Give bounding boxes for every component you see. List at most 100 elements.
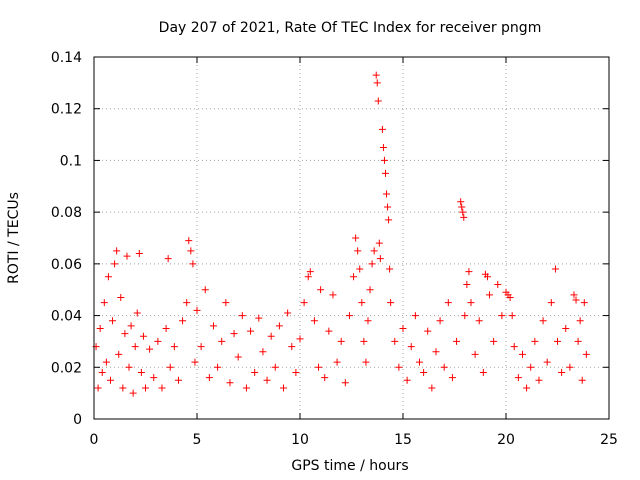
roti-point	[209, 322, 217, 330]
roti-point	[341, 379, 349, 387]
roti-point	[162, 325, 170, 332]
roti-point	[247, 327, 255, 335]
tick-layer: 0 5 10 15 20 25 0 0.02 0.04 0.06 0.08 0.1 0.12 0.14	[51, 50, 618, 448]
roti-point	[457, 198, 465, 206]
y-tick-label: 0.04	[51, 309, 82, 325]
roti-point	[222, 299, 230, 307]
roti-point	[444, 299, 452, 307]
roti-point	[531, 337, 539, 345]
roti-point	[218, 337, 226, 345]
roti-point	[372, 71, 380, 79]
roti-point	[267, 332, 275, 340]
roti-point	[117, 293, 125, 301]
roti-point	[558, 368, 566, 376]
roti-point	[164, 255, 172, 263]
roti-point	[187, 247, 195, 255]
roti-point	[368, 260, 376, 268]
roti-point	[185, 237, 193, 245]
roti-point	[364, 317, 372, 325]
roti-point	[183, 299, 191, 307]
roti-point	[510, 343, 518, 351]
x-tick-label: 15	[394, 432, 412, 448]
roti-point	[242, 384, 250, 392]
y-tick-label: 0.1	[60, 153, 82, 169]
roti-point	[395, 363, 403, 371]
roti-point	[570, 291, 578, 299]
roti-point	[436, 317, 444, 325]
roti-point	[381, 169, 389, 177]
roti-point	[387, 299, 395, 307]
roti-point	[133, 309, 141, 317]
roti-point	[383, 190, 391, 198]
roti-point	[170, 343, 178, 351]
roti-point	[370, 247, 378, 255]
roti-point	[158, 384, 166, 392]
roti-point	[174, 376, 182, 384]
roti-point	[197, 343, 205, 351]
roti-point	[380, 156, 388, 164]
roti-point	[576, 317, 584, 325]
x-tick-label: 20	[497, 432, 515, 448]
x-tick-label: 10	[291, 432, 309, 448]
roti-point	[562, 325, 570, 332]
roti-point	[201, 286, 209, 294]
roti-point	[226, 379, 234, 387]
roti-point	[288, 343, 296, 351]
roti-point	[115, 350, 123, 358]
roti-point	[317, 286, 325, 294]
roti-point	[321, 374, 329, 382]
roti-point	[166, 363, 174, 371]
y-tick-label: 0.14	[51, 50, 82, 66]
roti-point	[350, 273, 358, 281]
roti-point	[378, 125, 386, 133]
roti-point	[494, 281, 502, 289]
roti-point	[329, 291, 337, 299]
roti-point	[345, 312, 353, 320]
roti-point	[189, 260, 197, 268]
roti-point	[238, 312, 246, 320]
plot-frame	[93, 56, 610, 420]
y-tick-label: 0	[73, 412, 82, 428]
x-tick-label: 25	[600, 432, 618, 448]
roti-point	[386, 265, 394, 273]
roti-point	[486, 291, 494, 299]
roti-point	[547, 299, 555, 307]
roti-point	[424, 327, 432, 335]
roti-point	[292, 368, 300, 376]
roti-point	[403, 376, 411, 384]
roti-point	[352, 234, 360, 242]
roti-point	[191, 358, 199, 366]
roti-point	[109, 317, 117, 325]
roti-point	[129, 389, 137, 397]
roti-point	[102, 358, 110, 366]
roti-point	[399, 325, 407, 332]
roti-point	[255, 314, 263, 322]
roti-point	[154, 337, 162, 345]
roti-point	[280, 384, 288, 392]
roti-point	[150, 374, 158, 382]
roti-point	[518, 350, 526, 358]
roti-point	[375, 239, 383, 247]
roti-point	[214, 363, 222, 371]
roti-point	[230, 330, 238, 338]
roti-point	[407, 343, 415, 351]
roti-point	[251, 368, 259, 376]
roti-point	[356, 265, 364, 273]
roti-point	[296, 335, 304, 343]
roti-point	[376, 255, 384, 263]
roti-point	[139, 332, 147, 340]
roti-point	[490, 337, 498, 345]
roti-point	[475, 317, 483, 325]
roti-point	[354, 247, 362, 255]
roti-point	[479, 368, 487, 376]
roti-point	[448, 374, 456, 382]
roti-point	[306, 268, 314, 276]
roti-point	[111, 260, 119, 268]
roti-point	[461, 312, 469, 320]
roti-point	[467, 299, 475, 307]
roti-point	[428, 384, 436, 392]
roti-point	[366, 286, 374, 294]
roti-point	[508, 312, 516, 320]
roti-point	[543, 358, 551, 366]
